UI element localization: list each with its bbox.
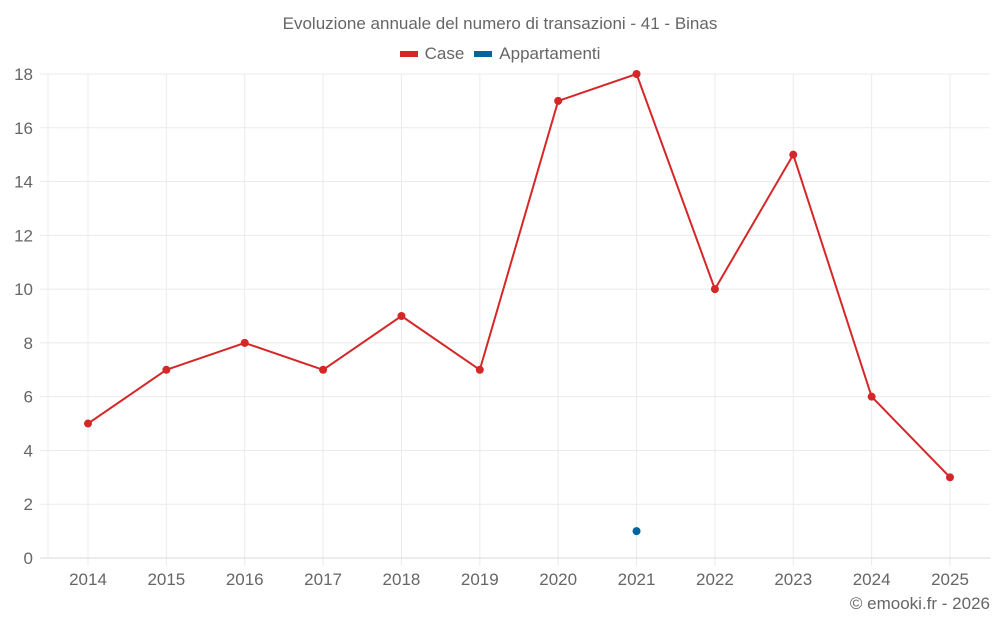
data-point-appartamenti[interactable] [632, 527, 641, 536]
y-tick-label: 16 [14, 119, 33, 138]
data-point-case[interactable] [397, 312, 406, 320]
data-point-case[interactable] [867, 392, 876, 401]
x-tick-label: 2019 [461, 570, 499, 589]
x-tick-label: 2022 [696, 570, 734, 589]
x-tick-label: 2018 [383, 570, 421, 589]
x-axis-ticks: 2014 2015 2016 2017 2018 2019 2020 2021 2022 2023… [69, 570, 969, 589]
y-tick-label: 18 [14, 65, 33, 84]
y-tick-label: 2 [24, 495, 33, 514]
legend-swatch-case-icon [399, 51, 418, 57]
axes [40, 74, 990, 559]
x-tick-label: 2015 [147, 570, 185, 589]
y-tick-label: 6 [24, 388, 33, 407]
x-tick-label: 2021 [618, 570, 656, 589]
x-tick-label: 2020 [539, 570, 577, 589]
series-layer [84, 70, 954, 536]
legend-label-appartamenti: Appartamenti [499, 44, 601, 63]
legend-item-case[interactable]: Case [399, 44, 465, 64]
data-point-case[interactable] [789, 150, 798, 159]
data-point-case[interactable] [710, 285, 719, 294]
x-tick-label: 2016 [226, 570, 264, 589]
data-point-case[interactable] [946, 473, 954, 482]
y-tick-label: 8 [24, 334, 33, 353]
y-tick-label: 0 [24, 549, 33, 568]
data-point-case[interactable] [475, 365, 484, 374]
y-axis-ticks: 0 2 4 6 8 10 12 14 16 18 [14, 65, 33, 568]
legend-item-appartamenti[interactable]: Appartamenti [474, 44, 600, 64]
copyright-footer: © emooki.fr - 2026 [849, 594, 990, 613]
data-point-case[interactable] [162, 365, 171, 374]
data-point-case[interactable] [554, 96, 563, 105]
x-tick-label: 2025 [931, 570, 969, 589]
legend-label-case: Case [424, 44, 465, 63]
y-tick-label: 4 [24, 441, 33, 460]
gridlines [40, 73, 990, 566]
legend: Case Appartamenti [0, 44, 1000, 64]
data-point-case[interactable] [632, 70, 641, 78]
data-point-case[interactable] [240, 338, 249, 347]
y-tick-label: 12 [14, 226, 33, 245]
x-tick-label: 2023 [774, 570, 812, 589]
data-point-case[interactable] [319, 365, 328, 374]
x-tick-label: 2024 [853, 570, 891, 589]
legend-swatch-appartamenti-icon [474, 51, 493, 57]
chart-title: Evoluzione annuale del numero di transaz… [282, 14, 718, 33]
x-tick-label: 2014 [69, 570, 107, 589]
x-tick-label: 2017 [304, 570, 342, 589]
y-tick-label: 10 [14, 280, 33, 299]
series-line-case [87, 73, 951, 479]
data-point-case[interactable] [84, 419, 92, 428]
y-tick-label: 14 [14, 173, 33, 192]
